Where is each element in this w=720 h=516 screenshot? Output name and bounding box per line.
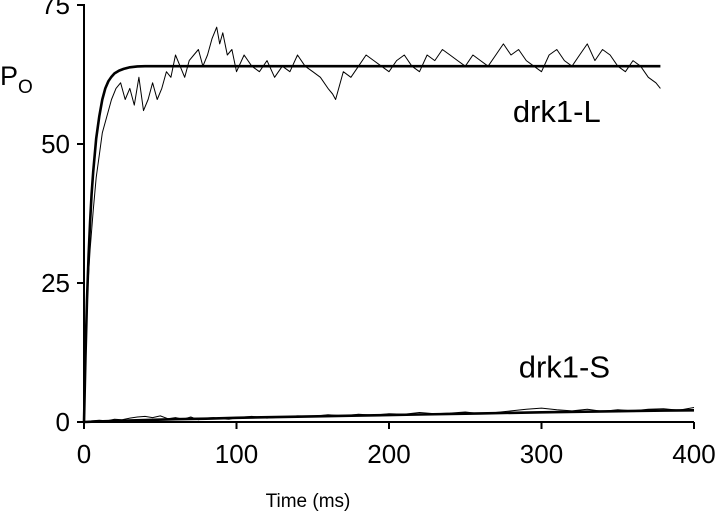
x-tick-label: 100 <box>215 439 258 469</box>
x-tick-label: 200 <box>367 439 410 469</box>
y-axis-label-main: P <box>0 61 18 91</box>
series-drk1-l-trace <box>83 26 661 423</box>
x-tick-label: 300 <box>520 439 563 469</box>
y-tick-label: 75 <box>41 0 70 20</box>
annotation-drk1-s: drk1-S <box>519 350 610 385</box>
series-drk1-s-fit <box>83 409 695 424</box>
y-axis-label-sub: O <box>18 77 33 98</box>
y-tick-label: 25 <box>41 268 70 298</box>
x-tick-label: 400 <box>672 439 715 469</box>
x-ticks: 0 100 200 300 400 <box>77 422 716 469</box>
x-axis-label: Time (ms) <box>266 491 351 512</box>
series-layer <box>82 26 695 424</box>
plot-area: 0 100 200 300 400 0 25 50 75 drk1-L drk1-S <box>41 0 716 469</box>
y-tick-label: 50 <box>41 129 70 159</box>
annotation-drk1-l: drk1-L <box>513 94 601 129</box>
y-ticks: 0 25 50 75 <box>41 0 84 437</box>
annotation-layer: drk1-L drk1-S <box>513 94 610 385</box>
series-drk1-l-fit <box>82 64 661 423</box>
y-tick-label: 0 <box>56 407 70 437</box>
y-axis-label: PO <box>0 61 33 98</box>
x-tick-label: 0 <box>77 439 91 469</box>
